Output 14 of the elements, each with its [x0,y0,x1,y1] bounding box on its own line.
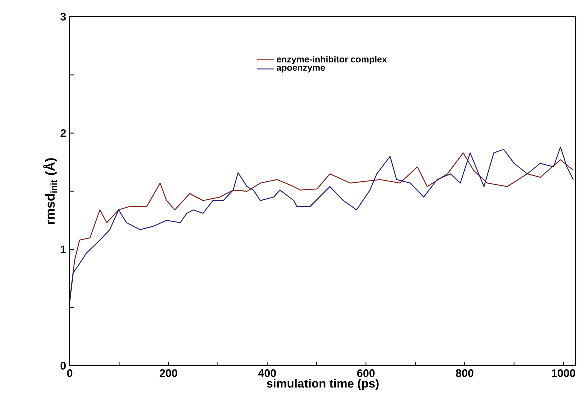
y-axis-title: rmsd$_{init}$ (Å) [43,158,58,224]
x-tick-label: 1000 [552,370,576,378]
legend-label: apoenzyme [276,66,326,73]
y-tick-label: 2 [60,130,66,138]
x-tick-label: 600 [357,370,375,378]
y-tick-label: 1 [61,246,66,254]
x-tick-label: 800 [456,370,474,378]
y-tick-label: 3 [60,13,66,21]
y-tick-label: 0 [60,362,66,370]
x-tick-label: 400 [258,370,276,378]
x-tick-label: 200 [160,370,178,378]
legend-label: enzyme-inhibitor complex [276,56,388,64]
x-axis-title: simulation time (ps) [266,379,379,390]
x-tick-label: 0 [67,370,73,378]
